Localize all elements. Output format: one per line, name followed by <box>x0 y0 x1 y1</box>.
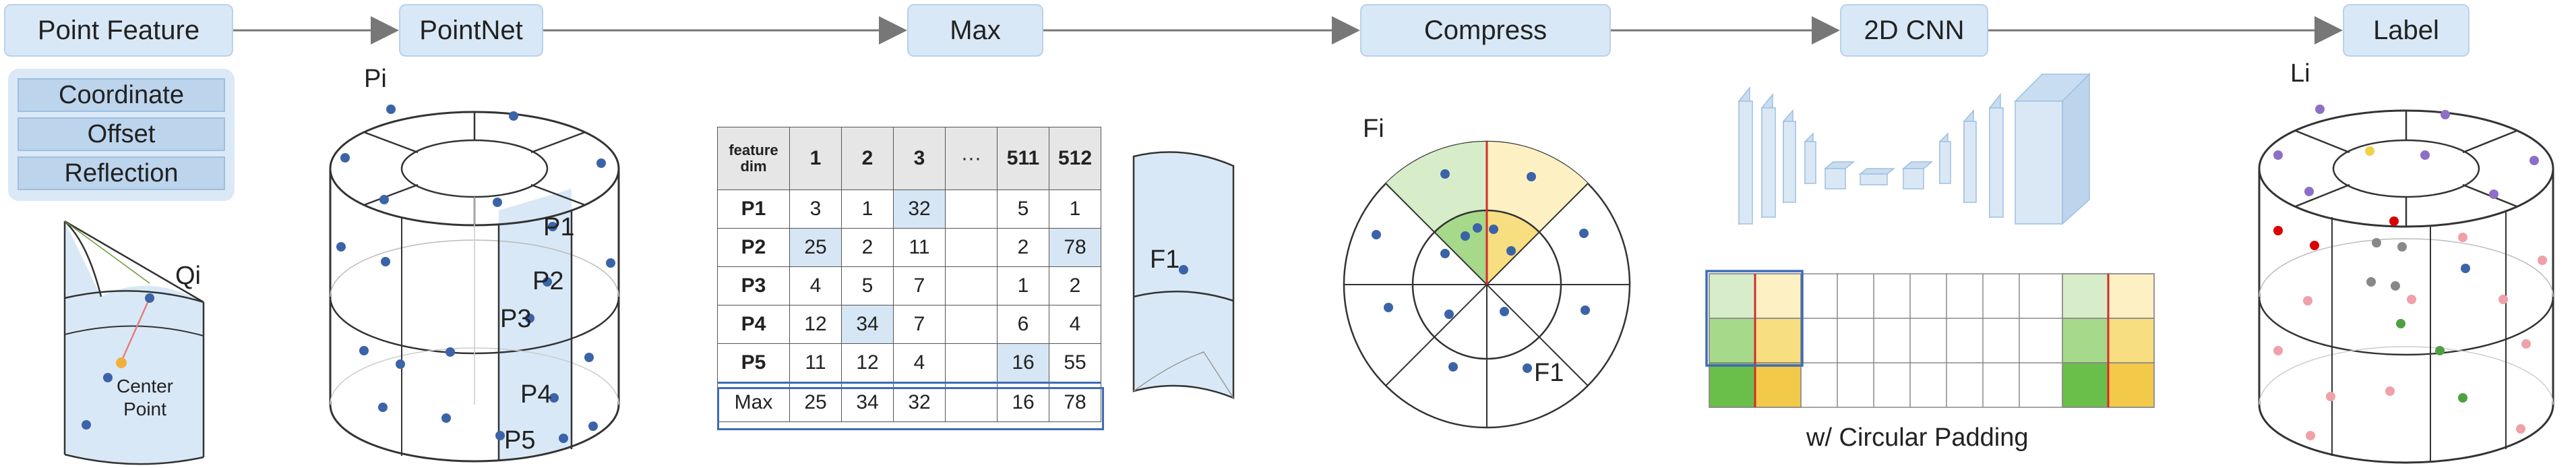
label-f1-voxel: F1 <box>1150 245 1180 274</box>
table-cell: 5 <box>841 266 894 305</box>
circular-padding-grid <box>1705 270 2155 408</box>
header-cell: 3 <box>893 127 946 190</box>
table-cell <box>945 382 998 422</box>
header-cell: feature dim <box>717 127 790 190</box>
table-cell: 32 <box>893 382 946 422</box>
label-cylinder <box>2258 105 2554 464</box>
step-label: Label <box>2343 4 2470 57</box>
row-header: P5 <box>717 343 790 383</box>
max-row: Max 25 34 32 16 78 <box>717 382 1101 422</box>
table-cell: 3 <box>789 189 842 229</box>
table-row: P3 4 5 7 1 2 <box>717 266 1101 305</box>
header-cell: 512 <box>1049 127 1101 190</box>
table-cell: 7 <box>893 266 946 305</box>
compressed-polar-grid <box>1343 140 1631 429</box>
table-cell: 25 <box>789 228 842 267</box>
table-cell: 6 <box>997 305 1049 344</box>
table-cell <box>945 189 998 229</box>
voxel-feature-shape <box>1132 151 1235 399</box>
feature-offset: Offset <box>18 117 225 151</box>
table-cell: 11 <box>893 228 946 267</box>
row-header: P3 <box>717 266 790 305</box>
feature-reflection: Reflection <box>18 156 225 190</box>
table-cell: 1 <box>1049 189 1101 229</box>
feature-table: feature dim 1 2 3 ··· 511 512 P1 3 1 32 … <box>717 127 1101 422</box>
label-l-i: Li <box>2290 59 2310 88</box>
row-header: Max <box>717 382 790 422</box>
label-p4: P4 <box>520 380 552 409</box>
table-cell: 1 <box>841 189 894 229</box>
row-header: P1 <box>717 189 790 229</box>
label-p5: P5 <box>504 426 536 455</box>
label-circular-padding: w/ Circular Padding <box>1806 423 2029 452</box>
table-row: P2 25 2 11 2 78 <box>717 228 1101 267</box>
cnn-architecture <box>1738 73 2091 226</box>
row-header: P4 <box>717 305 790 344</box>
step-pointnet: PointNet <box>399 4 543 57</box>
table-cell: 34 <box>841 382 894 422</box>
table-cell: 4 <box>789 266 842 305</box>
table-cell: 12 <box>841 343 894 383</box>
row-header: P2 <box>717 228 790 267</box>
table-cell <box>945 228 998 267</box>
table-row: P5 11 12 4 16 55 <box>717 343 1101 383</box>
table-cell: 2 <box>1049 266 1101 305</box>
feature-coordinate: Coordinate <box>18 78 225 112</box>
voxel-wedge <box>63 220 205 465</box>
table-cell: 16 <box>997 343 1049 383</box>
label-p1: P1 <box>543 213 575 241</box>
table-cell: 12 <box>789 305 842 344</box>
table-row: P4 12 34 7 6 4 <box>717 305 1101 344</box>
label-p-i: Pi <box>364 65 387 93</box>
label-f1-polar: F1 <box>1534 359 1564 387</box>
table-cell <box>945 266 998 305</box>
point-feature-panel: Coordinate Offset Reflection <box>8 69 235 201</box>
step-point-feature: Point Feature <box>4 4 233 57</box>
label-center-point: Center Point <box>116 376 174 419</box>
table-cell: 34 <box>841 305 894 344</box>
table-cell: 1 <box>997 266 1049 305</box>
table-cell: 5 <box>997 189 1049 229</box>
step-max: Max <box>907 4 1043 57</box>
table-cell <box>945 305 998 344</box>
table-cell <box>945 343 998 383</box>
table-cell: 4 <box>893 343 946 383</box>
pointnet-cylinder <box>329 105 620 463</box>
table-cell: 55 <box>1049 343 1101 383</box>
header-cell: 1 <box>789 127 842 190</box>
table-header-row: feature dim 1 2 3 ··· 511 512 <box>717 127 1101 190</box>
table-cell: 16 <box>997 382 1049 422</box>
table-cell: 7 <box>893 305 946 344</box>
table-row: P1 3 1 32 5 1 <box>717 189 1101 229</box>
table-cell: 25 <box>789 382 842 422</box>
step-compress: Compress <box>1360 4 1611 57</box>
table-cell: 4 <box>1049 305 1101 344</box>
label-p3: P3 <box>500 305 532 333</box>
table-cell: 32 <box>893 189 946 229</box>
table-cell: 2 <box>841 228 894 267</box>
header-cell: 511 <box>997 127 1049 190</box>
table-cell: 11 <box>789 343 842 383</box>
label-f-i: Fi <box>1363 115 1384 143</box>
table-cell: 78 <box>1049 382 1101 422</box>
header-cell: 2 <box>841 127 894 190</box>
table-cell: 2 <box>997 228 1049 267</box>
header-cell: ··· <box>945 127 998 190</box>
label-q-i: Qi <box>175 262 201 290</box>
step-2d-cnn: 2D CNN <box>1840 4 1988 57</box>
label-p2: P2 <box>532 267 564 295</box>
table-cell: 78 <box>1049 228 1101 267</box>
